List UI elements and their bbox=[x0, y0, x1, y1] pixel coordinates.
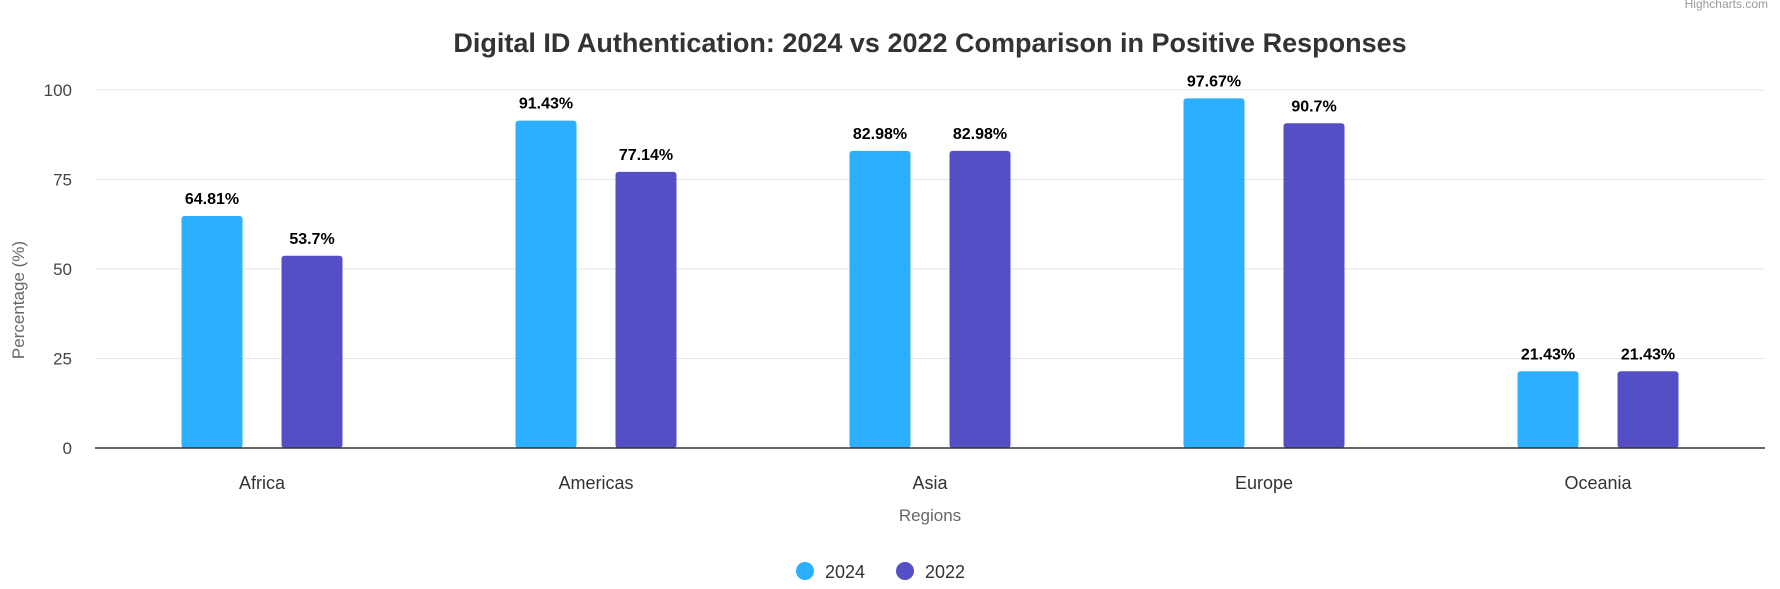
bar-2024-oceania[interactable] bbox=[1517, 371, 1579, 448]
data-label: 82.98% bbox=[953, 126, 1007, 143]
bar-2022-oceania[interactable] bbox=[1617, 371, 1679, 448]
data-label: 77.14% bbox=[619, 147, 673, 164]
y-tick-label: 100 bbox=[44, 81, 72, 100]
data-label: 97.67% bbox=[1187, 73, 1241, 90]
y-tick-label: 75 bbox=[53, 171, 72, 190]
data-labels: 64.81% 53.7% 91.43% 77.14% 82.98% 82.98% 97.67… bbox=[183, 72, 1676, 365]
legend-label[interactable]: 2024 bbox=[825, 562, 865, 582]
bar-2022-europe[interactable] bbox=[1283, 123, 1345, 448]
x-axis-title: Regions bbox=[899, 506, 961, 525]
bar-2024-europe[interactable] bbox=[1183, 98, 1245, 448]
legend-marker-2024[interactable] bbox=[796, 562, 814, 580]
y-tick-label: 0 bbox=[63, 439, 72, 458]
legend: 2024 2022 bbox=[796, 562, 965, 582]
bar-2024-americas[interactable] bbox=[515, 120, 577, 448]
y-tick-label: 50 bbox=[53, 260, 72, 279]
bars bbox=[181, 98, 1679, 449]
legend-label[interactable]: 2022 bbox=[925, 562, 965, 582]
chart-credit[interactable]: Highcharts.com bbox=[1685, 0, 1768, 11]
data-label: 21.43% bbox=[1521, 346, 1575, 363]
bar-2024-asia[interactable] bbox=[849, 150, 911, 449]
x-tick-label: Americas bbox=[558, 473, 633, 493]
bar-2022-africa[interactable] bbox=[281, 255, 343, 448]
data-label: 53.7% bbox=[289, 231, 334, 248]
legend-marker-2022[interactable] bbox=[896, 562, 914, 580]
bar-2022-asia[interactable] bbox=[949, 150, 1011, 449]
x-tick-label: Asia bbox=[912, 473, 948, 493]
x-tick-label: Europe bbox=[1235, 473, 1293, 493]
y-axis-title: Percentage (%) bbox=[9, 241, 28, 359]
bar-2024-africa[interactable] bbox=[181, 215, 243, 448]
gridlines bbox=[95, 89, 1765, 359]
data-label: 21.43% bbox=[1621, 346, 1675, 363]
y-axis-ticks: 0 25 50 75 100 bbox=[44, 81, 72, 458]
x-tick-label: Africa bbox=[239, 473, 286, 493]
data-label: 64.81% bbox=[185, 191, 239, 208]
x-tick-label: Oceania bbox=[1564, 473, 1632, 493]
y-tick-label: 25 bbox=[53, 350, 72, 369]
data-label: 91.43% bbox=[519, 96, 573, 113]
data-label: 90.7% bbox=[1291, 98, 1336, 115]
bar-2022-americas[interactable] bbox=[615, 171, 677, 448]
data-label: 82.98% bbox=[853, 126, 907, 143]
chart-title: Digital ID Authentication: 2024 vs 2022 … bbox=[453, 28, 1406, 58]
x-axis-ticks: Africa Americas Asia Europe Oceania bbox=[239, 473, 1633, 493]
